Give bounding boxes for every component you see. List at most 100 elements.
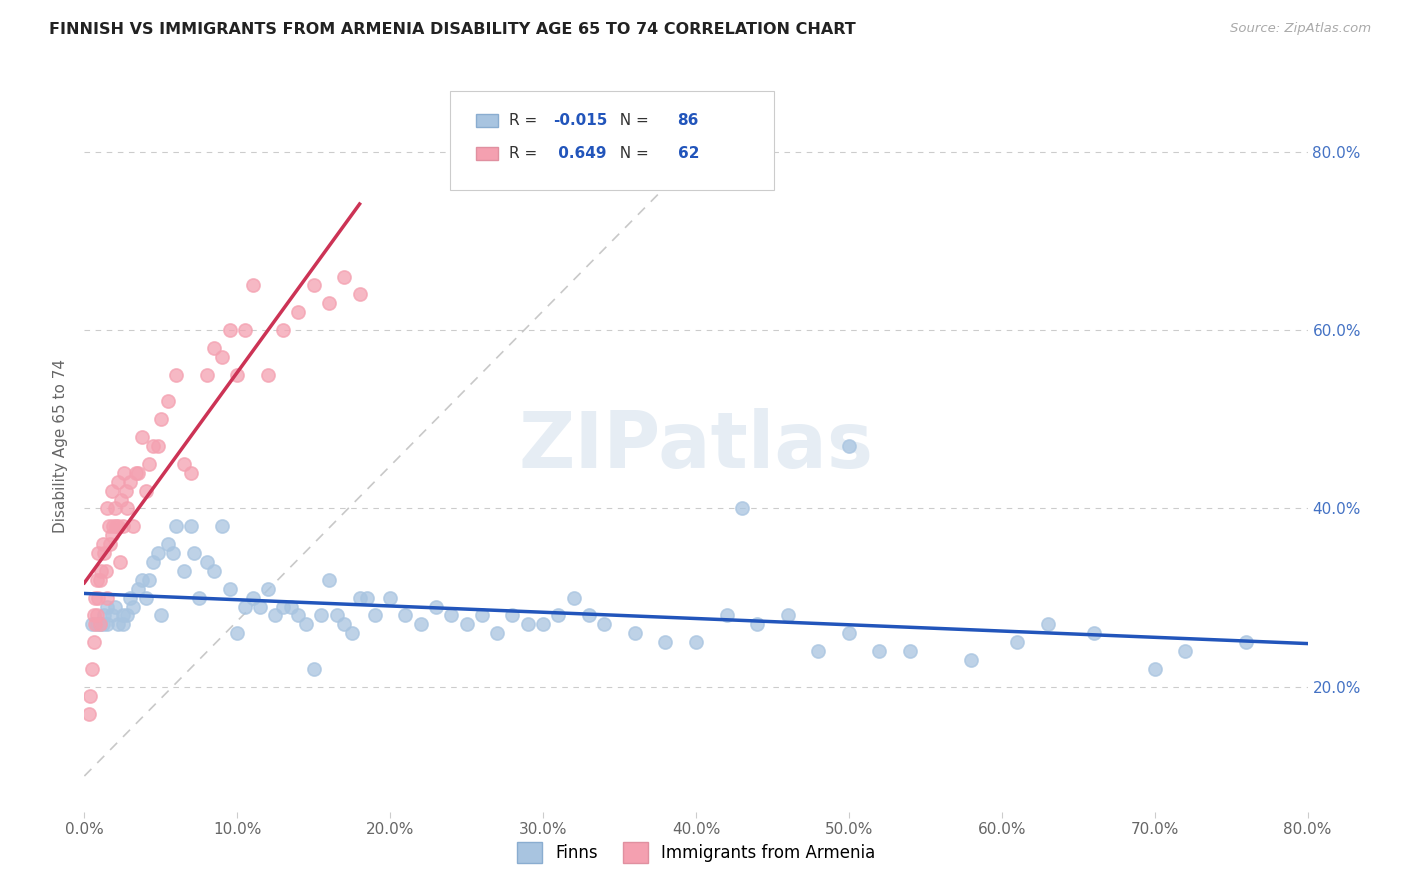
Point xyxy=(86,617,108,632)
Point xyxy=(165,368,187,382)
Point xyxy=(80,662,103,676)
Point xyxy=(325,608,347,623)
Point xyxy=(349,287,371,301)
Point xyxy=(104,599,127,614)
Point xyxy=(311,608,333,623)
Point xyxy=(960,653,983,667)
Point xyxy=(287,608,309,623)
Point xyxy=(1083,626,1105,640)
Text: R =: R = xyxy=(509,113,541,128)
Point xyxy=(624,626,647,640)
Point xyxy=(108,555,131,569)
Point xyxy=(114,483,136,498)
Point xyxy=(115,608,138,623)
Point xyxy=(195,555,218,569)
Point xyxy=(211,519,233,533)
Bar xyxy=(475,114,498,127)
Point xyxy=(101,528,124,542)
Point xyxy=(98,537,121,551)
Point xyxy=(257,368,280,382)
Point xyxy=(97,519,120,533)
Point xyxy=(287,305,309,319)
FancyBboxPatch shape xyxy=(450,91,775,190)
Point xyxy=(111,519,134,533)
Point xyxy=(180,466,202,480)
Point xyxy=(80,617,103,632)
Point xyxy=(146,439,169,453)
Point xyxy=(249,599,271,614)
Point xyxy=(87,591,110,605)
Text: ZIPatlas: ZIPatlas xyxy=(519,408,873,484)
Point xyxy=(531,617,554,632)
Point xyxy=(87,546,110,560)
Point xyxy=(486,626,509,640)
Point xyxy=(157,537,180,551)
Point xyxy=(93,608,115,623)
Point xyxy=(838,439,860,453)
Point xyxy=(138,573,160,587)
Point xyxy=(104,501,127,516)
Point xyxy=(120,475,142,489)
Text: N =: N = xyxy=(610,146,654,161)
Point xyxy=(898,644,921,658)
Point xyxy=(838,626,860,640)
Point xyxy=(173,457,195,471)
Point xyxy=(1236,635,1258,649)
Point xyxy=(340,626,363,640)
Point xyxy=(1036,617,1059,632)
Point xyxy=(211,350,233,364)
Text: R =: R = xyxy=(509,146,541,161)
Point xyxy=(86,608,108,623)
Point xyxy=(516,617,538,632)
Point xyxy=(364,608,387,623)
Point xyxy=(264,608,287,623)
Point xyxy=(110,492,132,507)
Point xyxy=(90,564,112,578)
Point xyxy=(318,296,340,310)
Point xyxy=(91,537,114,551)
Point xyxy=(107,519,129,533)
Point xyxy=(84,591,107,605)
Point xyxy=(180,519,202,533)
Point xyxy=(869,644,891,658)
Point xyxy=(79,689,101,703)
Point xyxy=(107,617,129,632)
Point xyxy=(157,394,180,409)
Point xyxy=(471,608,494,623)
Point xyxy=(77,706,100,721)
Point xyxy=(142,555,165,569)
Point xyxy=(731,501,754,516)
Point xyxy=(202,341,225,355)
Point xyxy=(120,591,142,605)
Point xyxy=(122,519,145,533)
Point xyxy=(271,599,294,614)
Point xyxy=(333,617,356,632)
Point xyxy=(105,519,128,533)
Point xyxy=(135,483,157,498)
Bar xyxy=(475,147,498,160)
Point xyxy=(89,573,111,587)
Point xyxy=(93,546,115,560)
Legend: Finns, Immigrants from Armenia: Finns, Immigrants from Armenia xyxy=(510,836,882,869)
Point xyxy=(776,608,799,623)
Point xyxy=(188,591,211,605)
Point xyxy=(318,573,340,587)
Point xyxy=(502,608,524,623)
Point xyxy=(142,439,165,453)
Point xyxy=(127,466,149,480)
Point xyxy=(685,635,707,649)
Point xyxy=(94,564,117,578)
Point xyxy=(101,608,124,623)
Point xyxy=(271,323,294,337)
Point xyxy=(356,591,378,605)
Point xyxy=(131,573,153,587)
Point xyxy=(135,591,157,605)
Point xyxy=(101,483,124,498)
Y-axis label: Disability Age 65 to 74: Disability Age 65 to 74 xyxy=(53,359,69,533)
Text: Source: ZipAtlas.com: Source: ZipAtlas.com xyxy=(1230,22,1371,36)
Point xyxy=(547,608,569,623)
Point xyxy=(86,573,108,587)
Point xyxy=(456,617,478,632)
Point xyxy=(111,608,134,623)
Point xyxy=(122,599,145,614)
